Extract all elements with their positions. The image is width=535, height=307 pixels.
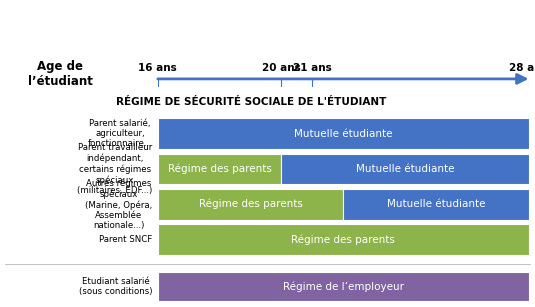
Text: Régime des parents: Régime des parents	[167, 164, 271, 174]
Text: 21 ans: 21 ans	[293, 63, 332, 73]
Text: 28 ans: 28 ans	[509, 63, 535, 73]
Text: 20 ans: 20 ans	[262, 63, 301, 73]
Bar	[281, 154, 529, 184]
Bar	[158, 189, 343, 220]
Text: Parent travailleur
indépendant,
certains régimes
spéciaux
(militaires, EDF...): Parent travailleur indépendant, certains…	[77, 143, 152, 195]
Text: Mutuelle étudiante: Mutuelle étudiante	[294, 129, 393, 138]
Bar	[158, 224, 529, 255]
Bar	[343, 189, 529, 220]
Text: Mutuelle étudiante: Mutuelle étudiante	[387, 199, 485, 209]
Text: Régime de l’employeur: Régime de l’employeur	[282, 281, 404, 292]
Text: Age de
l’étudiant: Age de l’étudiant	[27, 60, 93, 88]
Bar	[158, 118, 529, 149]
Text: 16 ans: 16 ans	[139, 63, 177, 73]
Text: Mutuelle étudiante: Mutuelle étudiante	[356, 164, 454, 174]
Bar	[158, 154, 281, 184]
Text: Etudiant salarié
(sous conditions): Etudiant salarié (sous conditions)	[79, 277, 152, 296]
Text: Régime des parents: Régime des parents	[291, 234, 395, 245]
Text: Régime des parents: Régime des parents	[198, 199, 302, 209]
Bar	[158, 272, 529, 301]
Text: Parent salarié,
agriculteur,
fonctionnaire...: Parent salarié, agriculteur, fonctionnai…	[88, 119, 152, 149]
Text: RÉGIME DE SÉCURITÉ SOCIALE DE L'ÉTUDIANT: RÉGIME DE SÉCURITÉ SOCIALE DE L'ÉTUDIANT	[116, 97, 386, 107]
Text: Autres régimes
spéciaux
(Marine, Opéra,
Assemblée
nationale...): Autres régimes spéciaux (Marine, Opéra, …	[85, 178, 152, 230]
Text: Parent SNCF: Parent SNCF	[99, 235, 152, 244]
